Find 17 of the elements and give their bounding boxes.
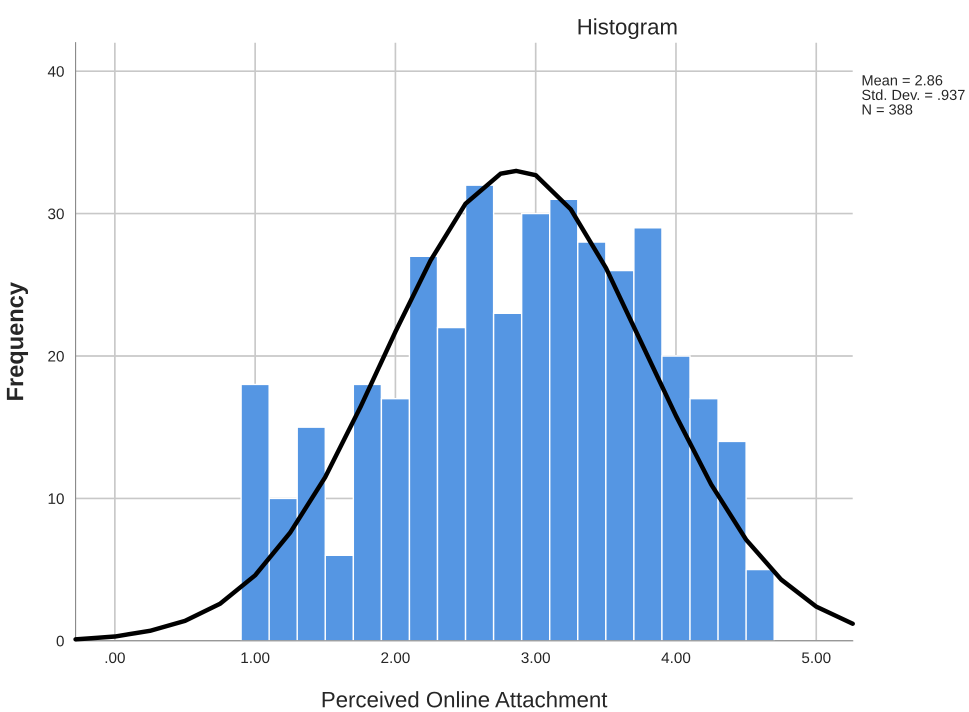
x-tick-label: 4.00: [661, 652, 690, 664]
x-tick-label: 3.00: [521, 652, 550, 664]
y-tick-label: 30: [48, 208, 64, 220]
y-tick-label: 0: [56, 636, 64, 646]
x-tick-label: 2.00: [381, 652, 410, 664]
y-tick-label: 20: [48, 350, 64, 362]
x-axis-title: Perceived Online Attachment: [322, 691, 608, 708]
x-tick-label: .00: [106, 652, 125, 664]
text: Std. Dev. = .937: [862, 89, 965, 100]
y-tick-label: 10: [48, 493, 64, 504]
text: N = 388: [862, 104, 912, 115]
x-tick-label: 1.00: [241, 652, 270, 664]
y-axis-title: Frequency: [6, 282, 28, 400]
text: Mean = 2.86: [862, 75, 942, 86]
y-tick-label: 40: [48, 66, 64, 77]
x-tick-label: 5.00: [802, 652, 831, 664]
chart-title: Histogram: [578, 18, 677, 39]
